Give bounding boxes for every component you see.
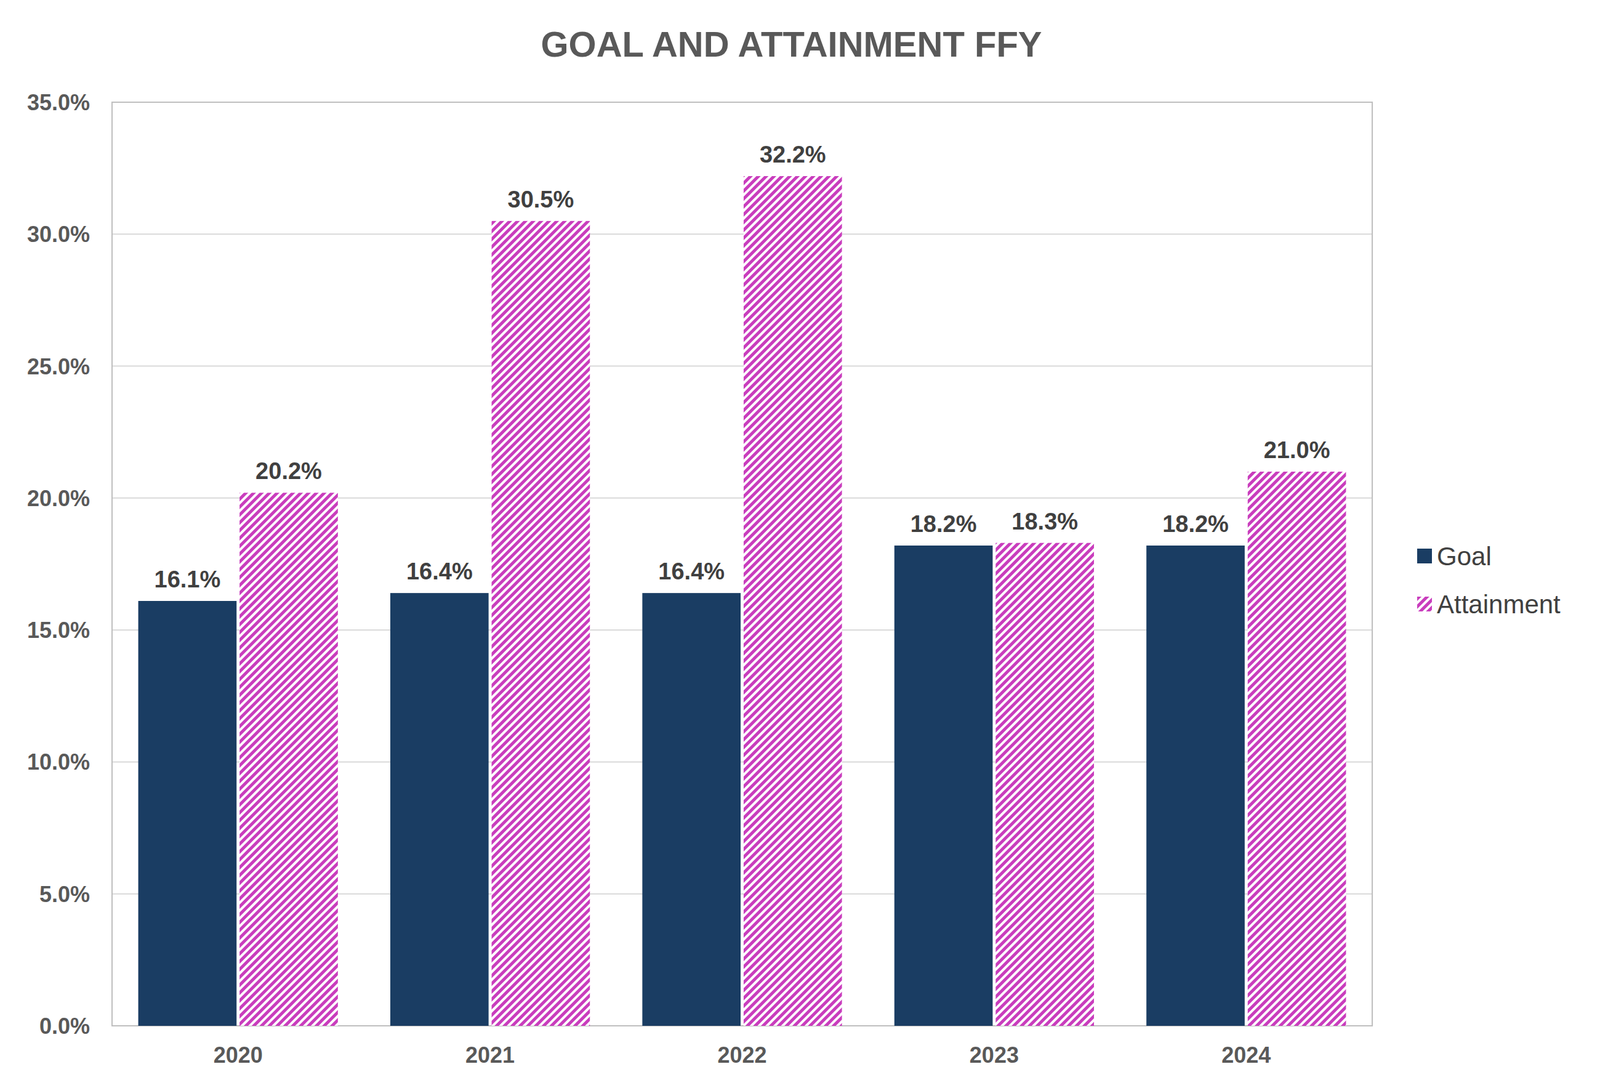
legend-swatch — [1417, 548, 1432, 564]
data-labels: 16.1% 16.4% 16.4% 18.2% 18.2% 20.2% 30.5% 32.2%… — [154, 141, 1331, 593]
bar — [894, 545, 993, 1026]
y-tick-label: 20.0% — [27, 485, 90, 511]
y-tick-label: 35.0% — [27, 89, 90, 116]
grid — [112, 102, 1373, 1026]
y-tick-label: 25.0% — [27, 353, 90, 380]
data-label: 18.3% — [1011, 508, 1078, 535]
bar — [491, 221, 591, 1026]
y-tick-label: 10.0% — [27, 749, 90, 775]
y-tick-label: 0.0% — [39, 1013, 90, 1039]
bar — [743, 176, 843, 1026]
grid-line — [112, 365, 1373, 367]
chart: GOAL AND ATTAINMENT FFY 0.0% 5.0% 10.0% 15.0… — [0, 0, 1600, 1088]
x-tick-label: 2021 — [465, 1042, 515, 1068]
data-label: 18.2% — [910, 510, 977, 537]
legend-label: Attainment — [1436, 589, 1561, 619]
legend-label: Goal — [1436, 541, 1492, 571]
y-tick-label: 30.0% — [27, 221, 90, 247]
data-label: 21.0% — [1263, 437, 1331, 463]
y-tick-label: 5.0% — [39, 881, 90, 907]
x-tick-label: 2023 — [969, 1042, 1019, 1068]
legend: Goal Attainment — [1417, 541, 1561, 619]
data-label: 20.2% — [255, 458, 322, 484]
data-label: 30.5% — [507, 186, 575, 213]
background — [0, 0, 1600, 1088]
data-label: 18.2% — [1162, 510, 1229, 537]
data-label: 16.4% — [658, 558, 725, 585]
bar — [642, 592, 741, 1026]
data-label: 16.4% — [406, 558, 473, 585]
y-tick-label: 15.0% — [27, 617, 90, 643]
bar — [1247, 471, 1347, 1026]
bar — [138, 600, 238, 1026]
bar — [995, 542, 1094, 1026]
x-tick-label: 2022 — [717, 1042, 767, 1068]
x-tick-label: 2024 — [1221, 1042, 1271, 1068]
data-label: 32.2% — [759, 141, 827, 168]
bar — [239, 492, 338, 1026]
bar — [390, 592, 489, 1026]
grid-line — [112, 233, 1373, 235]
data-label: 16.1% — [154, 566, 222, 593]
x-tick-label: 2020 — [213, 1042, 263, 1068]
bars — [138, 176, 1347, 1026]
title: GOAL AND ATTAINMENT FFY — [540, 24, 1042, 65]
bar — [1146, 545, 1245, 1026]
plot-frame — [112, 102, 1373, 1026]
legend-swatch — [1417, 596, 1432, 612]
